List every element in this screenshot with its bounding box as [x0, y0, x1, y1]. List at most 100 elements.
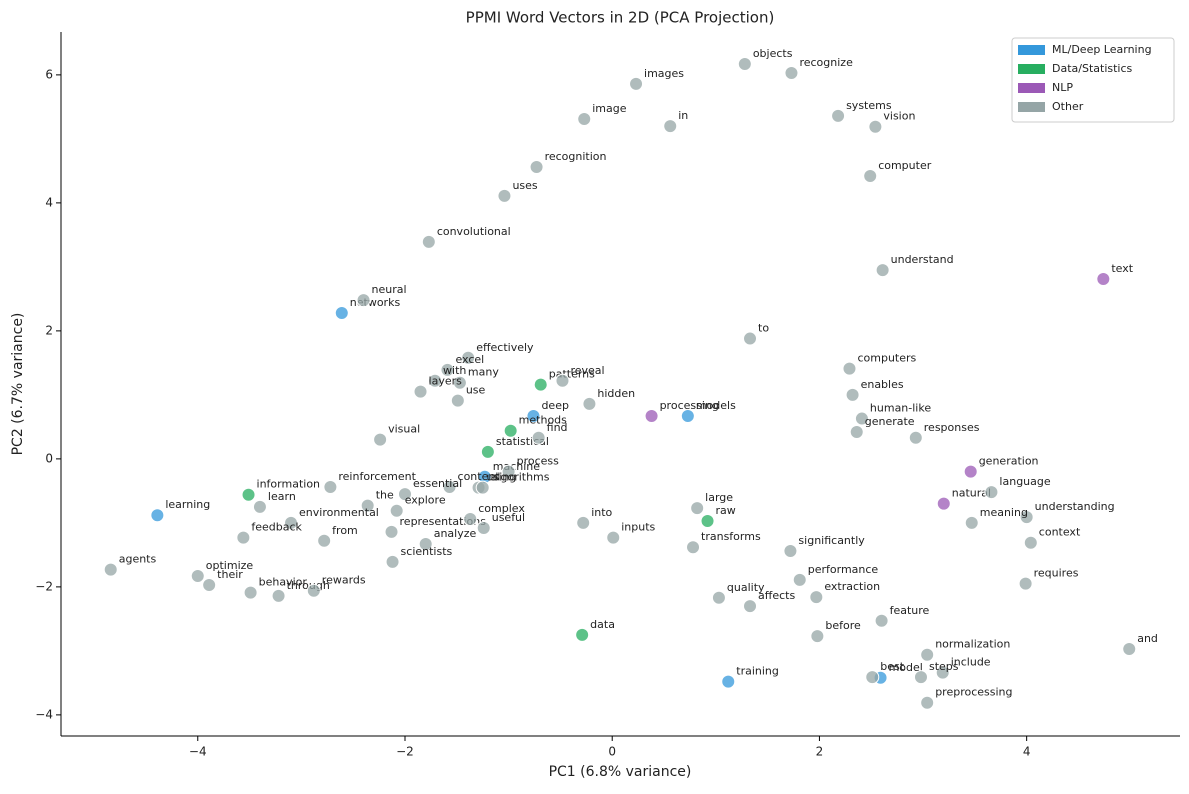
point-label: transforms — [701, 530, 761, 543]
point — [842, 361, 857, 376]
legend-label: Other — [1052, 100, 1084, 113]
point — [809, 590, 824, 605]
point-label: behavior — [259, 576, 308, 589]
point — [476, 521, 491, 535]
y-tick-label: 4 — [45, 195, 53, 209]
legend-swatch — [1018, 102, 1045, 112]
point — [831, 108, 846, 123]
point-label: model — [889, 661, 923, 674]
point — [644, 409, 659, 423]
point — [236, 530, 251, 545]
point-label: quality — [727, 581, 765, 594]
point — [202, 577, 217, 592]
point-label: recognize — [799, 56, 853, 69]
point-label: data — [590, 618, 615, 631]
point — [323, 480, 338, 495]
point — [920, 647, 935, 662]
point — [984, 485, 999, 500]
x-tick-label: 2 — [816, 745, 824, 759]
y-tick-label: −4 — [35, 707, 53, 721]
point — [360, 498, 375, 513]
point-label: human-like — [870, 402, 931, 415]
point-label: responses — [924, 421, 980, 434]
point — [575, 627, 590, 642]
legend-label: NLP — [1052, 81, 1073, 94]
point-label: to — [758, 322, 769, 335]
point — [385, 554, 400, 569]
legend-box — [1011, 37, 1175, 123]
point-label: using — [487, 471, 517, 484]
chart-title: PPMI Word Vectors in 2D (PCA Projection) — [466, 9, 775, 27]
point-label: analyze — [434, 527, 477, 540]
point-label: large — [705, 491, 733, 504]
point-label: the — [376, 489, 394, 502]
point — [700, 513, 715, 528]
point-label: meaning — [980, 506, 1028, 519]
point-label: layers — [429, 375, 463, 388]
point-label: and — [1137, 632, 1158, 645]
point-label: hidden — [597, 387, 635, 400]
point-label: enables — [861, 378, 904, 391]
point-label: generation — [979, 455, 1039, 468]
point-label: methods — [519, 414, 567, 427]
point — [397, 487, 412, 502]
point-label: effectively — [476, 341, 534, 354]
point — [306, 583, 321, 598]
point — [413, 384, 428, 399]
point — [686, 540, 701, 555]
point — [743, 331, 758, 346]
x-tick-label: 4 — [1023, 745, 1031, 759]
point — [450, 393, 465, 408]
point-label: reinforcement — [338, 470, 416, 483]
point — [920, 695, 935, 710]
point-label: significantly — [798, 534, 865, 547]
point — [529, 160, 544, 175]
point — [865, 670, 880, 685]
point — [531, 430, 546, 445]
point — [577, 112, 592, 127]
x-tick-label: 0 — [608, 745, 616, 759]
point — [874, 613, 889, 628]
point — [964, 515, 979, 530]
point-label: find — [547, 421, 568, 434]
point — [711, 590, 726, 605]
point-label: in — [678, 109, 688, 122]
y-axis-label: PC2 (6.7% variance) — [10, 313, 26, 456]
point — [533, 377, 548, 392]
point — [743, 599, 758, 614]
point — [810, 629, 825, 644]
y-tick-label: 2 — [45, 323, 53, 337]
point-label: with — [443, 364, 466, 377]
x-axis-label: PC1 (6.8% variance) — [549, 764, 692, 780]
point-label: feedback — [251, 521, 302, 534]
point-label: learning — [165, 498, 210, 511]
point-label: generate — [865, 415, 915, 428]
point — [334, 305, 349, 320]
point-label: extraction — [824, 580, 880, 593]
point-label: use — [466, 384, 486, 397]
point — [418, 537, 433, 551]
point — [784, 65, 799, 80]
point — [501, 464, 516, 479]
point-label: natural — [952, 487, 991, 500]
point — [606, 530, 621, 545]
point-label: explore — [405, 494, 446, 507]
point-label: visual — [388, 423, 420, 436]
point-label: preprocessing — [935, 686, 1012, 699]
point — [1023, 535, 1038, 550]
point-label: models — [696, 399, 736, 412]
point — [475, 480, 490, 495]
point — [868, 119, 883, 134]
point — [913, 670, 928, 685]
point — [463, 512, 478, 527]
point — [576, 515, 591, 530]
point — [241, 487, 256, 502]
point-label: content — [458, 470, 501, 483]
point-label: into — [591, 506, 612, 519]
point-label: agents — [119, 553, 157, 566]
point-label: neural — [372, 283, 407, 296]
point-label: scientists — [401, 545, 453, 558]
point — [849, 425, 864, 439]
point — [356, 293, 371, 308]
